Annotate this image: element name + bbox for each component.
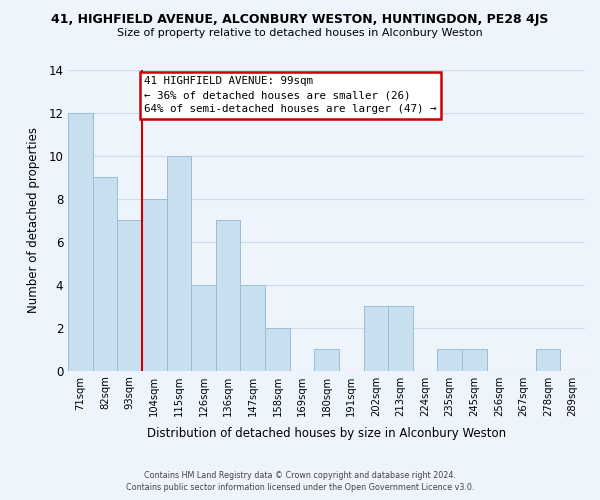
Text: 41 HIGHFIELD AVENUE: 99sqm
← 36% of detached houses are smaller (26)
64% of semi: 41 HIGHFIELD AVENUE: 99sqm ← 36% of deta… bbox=[145, 76, 437, 114]
Bar bbox=[388, 306, 413, 370]
Bar bbox=[167, 156, 191, 370]
Bar bbox=[536, 349, 560, 370]
Bar bbox=[241, 285, 265, 370]
Bar bbox=[118, 220, 142, 370]
Text: 41, HIGHFIELD AVENUE, ALCONBURY WESTON, HUNTINGDON, PE28 4JS: 41, HIGHFIELD AVENUE, ALCONBURY WESTON, … bbox=[52, 12, 548, 26]
Bar bbox=[364, 306, 388, 370]
Bar bbox=[437, 349, 462, 370]
Text: Size of property relative to detached houses in Alconbury Weston: Size of property relative to detached ho… bbox=[117, 28, 483, 38]
Bar bbox=[68, 113, 93, 370]
Bar bbox=[216, 220, 241, 370]
Bar bbox=[265, 328, 290, 370]
Bar bbox=[142, 199, 167, 370]
X-axis label: Distribution of detached houses by size in Alconbury Weston: Distribution of detached houses by size … bbox=[147, 427, 506, 440]
Bar bbox=[93, 178, 118, 370]
Bar bbox=[462, 349, 487, 370]
Y-axis label: Number of detached properties: Number of detached properties bbox=[27, 128, 40, 314]
Text: Contains HM Land Registry data © Crown copyright and database right 2024.
Contai: Contains HM Land Registry data © Crown c… bbox=[126, 471, 474, 492]
Bar bbox=[191, 285, 216, 370]
Bar bbox=[314, 349, 339, 370]
